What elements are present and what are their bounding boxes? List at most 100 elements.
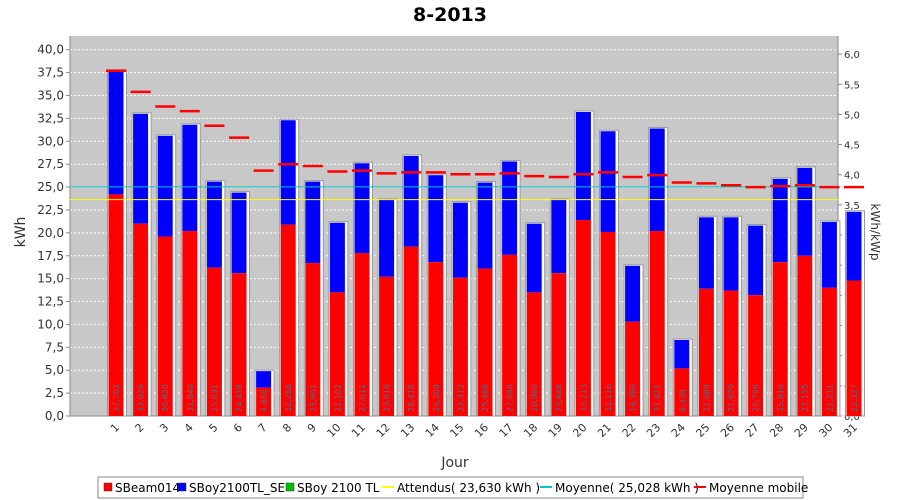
bar-sbeam014 xyxy=(846,280,862,416)
bar-value-label: 24,418 xyxy=(235,384,244,412)
bar-value-label: 25,916 xyxy=(776,384,785,412)
x-tick-label: 2 xyxy=(133,421,147,435)
bar-value-label: 21,679 xyxy=(727,384,736,412)
x-tick-label: 27 xyxy=(743,421,762,440)
y-tick-label: 7,5 xyxy=(45,340,64,354)
bar-sboy2100tl-se xyxy=(354,163,370,254)
y-right-tick-label: 6,0 xyxy=(844,50,860,61)
y-tick-label: 37,5 xyxy=(37,66,64,80)
bar-sbeam014 xyxy=(231,273,247,416)
bar-sboy2100tl-se xyxy=(674,340,690,369)
bar-value-label: 20,796 xyxy=(752,384,761,412)
x-tick-label: 20 xyxy=(570,421,589,440)
bar-value-label: 26,309 xyxy=(432,384,441,412)
bar-value-label: 23,648 xyxy=(555,384,564,412)
bar-sbeam014 xyxy=(772,262,788,416)
bar-sbeam014 xyxy=(748,295,764,416)
bar-value-label: 28,418 xyxy=(407,384,416,412)
x-tick-label: 12 xyxy=(374,421,393,440)
y-right-tick-label: 5,5 xyxy=(844,80,860,91)
bar-sbeam014 xyxy=(133,223,149,416)
y-right-tick-label: 5,0 xyxy=(844,110,860,121)
x-tick-label: 21 xyxy=(595,421,614,440)
bar-value-label: 31,421 xyxy=(653,384,662,412)
bar-value-label: 25,466 xyxy=(481,384,490,412)
bar-value-label: 21,689 xyxy=(702,384,711,412)
x-tick-label: 29 xyxy=(792,421,811,440)
bar-sbeam014 xyxy=(157,236,173,416)
x-tick-label: 24 xyxy=(669,421,688,440)
bar-sboy2100tl-se xyxy=(723,217,739,291)
bar-sboy2100tl-se xyxy=(772,178,788,263)
bar-sbeam014 xyxy=(477,268,493,416)
bar-sbeam014 xyxy=(329,292,345,416)
x-tick-label: 7 xyxy=(256,421,270,435)
x-tick-label: 3 xyxy=(157,421,171,435)
bar-sbeam014 xyxy=(600,231,616,416)
x-tick-label: 17 xyxy=(497,421,516,440)
bar-sbeam014 xyxy=(797,255,813,416)
bar-value-label: 23,312 xyxy=(456,384,465,412)
bar-sboy2100tl-se xyxy=(280,120,296,225)
bar-sboy2100tl-se xyxy=(797,167,813,256)
legend-box xyxy=(97,476,804,499)
bar-sbeam014 xyxy=(502,254,518,416)
bar-sboy2100tl-se xyxy=(575,112,591,221)
y-right-tick-label: 4,0 xyxy=(844,171,860,182)
bar-sbeam014 xyxy=(305,263,321,416)
y-tick-label: 25,0 xyxy=(37,180,64,194)
bar-value-label: 21,102 xyxy=(333,384,342,412)
bar-sbeam014 xyxy=(625,321,641,416)
bar-sbeam014 xyxy=(821,287,837,416)
bar-sboy2100tl-se xyxy=(846,211,862,281)
bar-sboy2100tl-se xyxy=(748,225,764,296)
bar-sboy2100tl-se xyxy=(133,113,149,224)
bar-value-label: 27,155 xyxy=(801,384,810,412)
bar-value-label: 21,211 xyxy=(825,384,834,412)
x-tick-label: 28 xyxy=(767,421,786,440)
bar-sbeam014 xyxy=(403,246,419,416)
bar-value-label: 32,288 xyxy=(284,384,293,412)
bar-sbeam014 xyxy=(428,262,444,416)
bar-sboy2100tl-se xyxy=(526,223,542,293)
x-tick-label: 4 xyxy=(182,421,196,435)
y-tick-label: 17,5 xyxy=(37,249,64,263)
bar-sboy2100tl-se xyxy=(305,181,321,264)
bar-value-label: 30,620 xyxy=(161,384,170,412)
y-tick-label: 27,5 xyxy=(37,157,64,171)
bar-sboy2100tl-se xyxy=(108,70,124,195)
bar-value-label: 8,338 xyxy=(678,389,687,412)
y-right-tick-label: 3,5 xyxy=(844,201,860,212)
bar-value-label: 33,213 xyxy=(579,384,588,412)
bar-sboy2100tl-se xyxy=(698,217,714,289)
bar-sbeam014 xyxy=(526,292,542,416)
legend-item-attendus: Attendus( 23,630 kWh ) xyxy=(397,481,540,495)
x-tick-label: 11 xyxy=(349,421,368,440)
bar-sboy2100tl-se xyxy=(206,181,222,268)
bar-sboy2100tl-se xyxy=(821,221,837,288)
legend-item-sbeam014-swatch xyxy=(103,482,113,492)
y-tick-label: 15,0 xyxy=(37,272,64,286)
y-axis-right-title: kWh/kWp xyxy=(868,204,882,261)
bar-sbeam014 xyxy=(723,290,739,416)
legend-item-sboy-2100-tl-swatch xyxy=(285,482,295,492)
bar-sbeam014 xyxy=(575,220,591,416)
y-tick-label: 12,5 xyxy=(37,295,64,309)
bar-value-label: 37,702 xyxy=(112,384,121,412)
y-tick-label: 40,0 xyxy=(37,43,64,57)
x-tick-label: 6 xyxy=(231,421,245,435)
bar-sbeam014 xyxy=(182,231,198,416)
x-tick-label: 14 xyxy=(423,421,442,440)
x-tick-label: 10 xyxy=(324,421,343,440)
legend-item-sbeam014: SBeam014 xyxy=(115,481,180,495)
bar-value-label: 33,026 xyxy=(137,384,146,412)
bar-sboy2100tl-se xyxy=(403,155,419,247)
y-tick-label: 20,0 xyxy=(37,226,64,240)
x-tick-label: 16 xyxy=(472,421,491,440)
y-tick-label: 32,5 xyxy=(37,111,64,125)
bar-sboy2100tl-se xyxy=(379,199,395,277)
x-tick-label: 5 xyxy=(206,421,220,435)
bar-value-label: 31,116 xyxy=(604,384,613,412)
bar-sbeam014 xyxy=(108,194,124,416)
